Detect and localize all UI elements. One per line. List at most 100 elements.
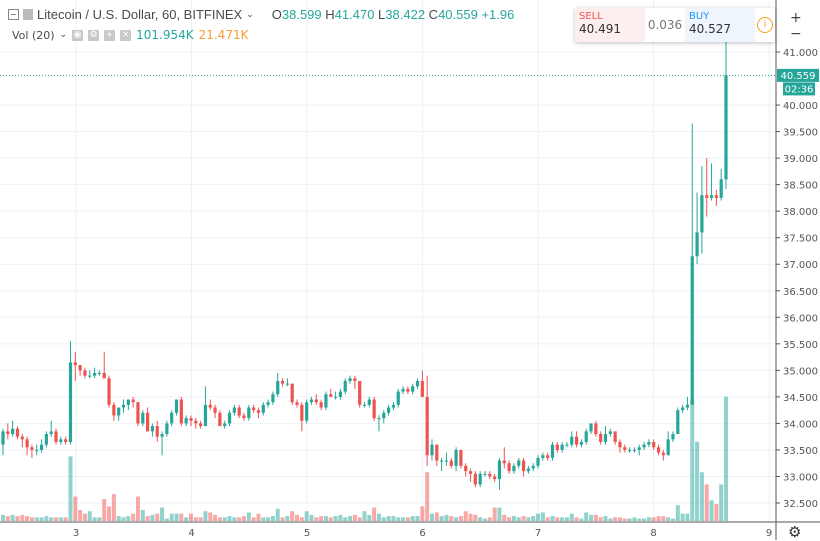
candle-body: [343, 380, 347, 392]
volume-bar: [193, 517, 198, 521]
volume-bar: [613, 517, 618, 521]
volume-bar: [251, 517, 256, 521]
candle-body: [685, 404, 690, 408]
candle-body: [338, 391, 342, 397]
candle-body: [618, 441, 622, 448]
volume-bar: [555, 517, 560, 521]
candle-body: [54, 431, 58, 442]
change-value: +1.96: [481, 7, 515, 22]
chevron-down-icon[interactable]: ⌄: [246, 9, 254, 19]
volume-bar: [439, 516, 444, 521]
symbol-title[interactable]: Litecoin / U.S. Dollar, 60, BITFINEX: [37, 7, 243, 22]
candle-body: [709, 195, 714, 198]
candle-body: [444, 460, 449, 462]
volume-bar: [232, 517, 237, 521]
sell-button[interactable]: SELL 40.491: [575, 8, 645, 42]
candle-body: [531, 465, 535, 469]
volume-bar: [724, 396, 728, 521]
volume-bar: [44, 516, 49, 521]
zoom-controls: + −: [790, 10, 802, 42]
candle-body: [541, 455, 545, 458]
settings-gear-icon[interactable]: ⚙: [788, 523, 802, 541]
candle-body: [136, 402, 140, 424]
candle-body: [174, 399, 179, 413]
volume-bar: [516, 517, 521, 521]
volume-bar: [589, 514, 594, 521]
candle-body: [39, 444, 44, 450]
candle-body: [623, 447, 627, 450]
candle-body: [420, 380, 424, 397]
candle-body: [285, 383, 289, 385]
candle-body: [719, 179, 723, 198]
candle-body: [502, 460, 506, 464]
eye-icon[interactable]: ◉: [72, 29, 84, 41]
candle-body: [184, 418, 188, 424]
volume-bar: [449, 516, 454, 521]
price-axis[interactable]: 32.500 33.000 33.500 34.000 34.500 35.000 35.5…: [776, 48, 818, 510]
high-label: H: [325, 7, 335, 22]
zoom-in-icon[interactable]: +: [790, 10, 802, 26]
volume-bar: [642, 518, 647, 521]
zoom-out-icon[interactable]: −: [790, 26, 802, 42]
candle-body: [203, 404, 208, 427]
volume-bar: [82, 513, 87, 521]
volume-bar: [121, 517, 126, 521]
volume-bar: [487, 517, 492, 521]
buy-price: 40.527: [689, 22, 731, 36]
candle-body: [714, 195, 718, 198]
candle-body: [565, 444, 569, 446]
volume-bar: [290, 511, 295, 521]
candle-body: [681, 407, 685, 411]
candle-body: [333, 396, 338, 398]
info-button[interactable]: i: [755, 8, 775, 42]
volume-bar: [680, 513, 685, 521]
gear-icon[interactable]: ⚙: [88, 29, 100, 41]
volume-bar: [5, 516, 10, 521]
candle-body: [112, 404, 116, 416]
volume-bar: [150, 514, 155, 521]
volume-bar: [661, 516, 666, 521]
high-value: 41.470: [334, 7, 375, 22]
price-tick-label: 36.000: [783, 313, 818, 324]
volume-bar: [420, 506, 425, 521]
volume-bar: [49, 517, 54, 521]
price-tick-label: 39.000: [783, 154, 818, 165]
candle-body: [555, 444, 559, 450]
sell-label: SELL: [579, 11, 603, 22]
candle-body: [415, 380, 420, 387]
candle-body: [671, 434, 675, 440]
volume-bar: [295, 514, 300, 521]
volume-bar: [256, 513, 261, 521]
buy-button[interactable]: BUY 40.527: [685, 8, 755, 42]
volume-label[interactable]: Vol (20): [12, 28, 55, 42]
volume-bar: [666, 517, 671, 521]
plus-icon[interactable]: +: [104, 29, 116, 41]
time-tick-label: 6: [419, 528, 425, 539]
volume-bar: [714, 503, 719, 521]
volume-bar: [656, 516, 661, 521]
price-tick-label: 34.000: [783, 419, 818, 430]
candle-body: [425, 396, 429, 456]
candle-body: [430, 444, 434, 456]
candle-body: [261, 404, 265, 413]
candles: [1, 27, 728, 490]
volume-bar: [270, 516, 275, 521]
volume-bar: [343, 517, 348, 521]
countdown-label: 02:36: [785, 84, 814, 95]
volume-bar: [328, 517, 333, 521]
volume-bar: [690, 399, 695, 521]
ohlc: O38.599 H41.470 L38.422 C40.559 +1.96: [272, 7, 515, 22]
volume-bar: [10, 514, 15, 521]
candle-body: [550, 444, 555, 458]
time-axis[interactable]: 3 4 5 6 7 8 9: [73, 528, 772, 539]
price-tick-label: 35.500: [783, 340, 818, 351]
collapse-icon[interactable]: [8, 9, 19, 20]
chevron-down-icon[interactable]: ⌄: [59, 30, 68, 40]
close-icon[interactable]: ×: [120, 29, 132, 41]
candle-body: [584, 431, 588, 442]
candle-body: [594, 423, 598, 435]
volume-bar: [261, 517, 266, 521]
volume-bar: [719, 484, 724, 521]
symbol-flag-icon: [23, 9, 33, 20]
